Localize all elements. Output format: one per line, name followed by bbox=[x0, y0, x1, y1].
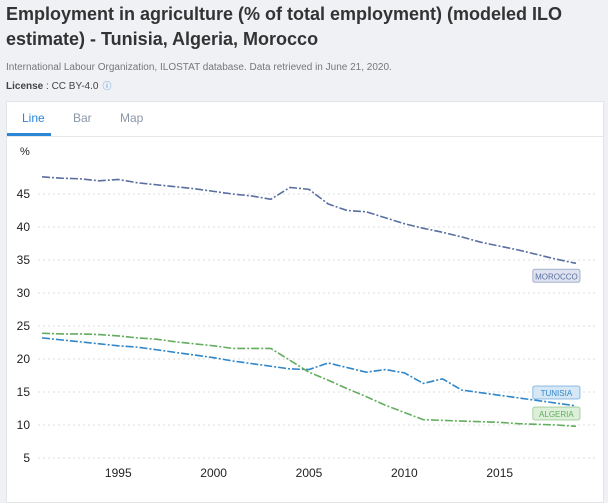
license: License : CC BY-4.0 ⓘ bbox=[6, 79, 111, 92]
y-tick-label: 25 bbox=[17, 319, 31, 333]
y-tick-label: 40 bbox=[17, 220, 31, 234]
x-tick-label: 2010 bbox=[391, 466, 418, 480]
source-text: International Labour Organization, ILOST… bbox=[6, 62, 392, 73]
y-tick-label: 35 bbox=[17, 253, 31, 267]
x-tick-label: 1995 bbox=[105, 466, 132, 480]
license-value: : CC BY-4.0 bbox=[46, 81, 99, 92]
license-label: License bbox=[6, 81, 44, 92]
series-label-tunisia: TUNISIA bbox=[541, 389, 573, 398]
series-line-algeria[interactable] bbox=[41, 332, 577, 428]
y-tick-label: 20 bbox=[17, 352, 31, 366]
series-label-box bbox=[532, 385, 581, 400]
chart-card: Line Bar Map bbox=[6, 101, 604, 503]
series-label-algeria: ALGERIA bbox=[539, 410, 574, 419]
tab-line[interactable]: Line bbox=[22, 111, 45, 125]
x-tick-label: 2000 bbox=[200, 466, 227, 480]
x-tick-label: 2005 bbox=[296, 466, 323, 480]
series-line-tunisia[interactable] bbox=[41, 337, 577, 407]
series-label-morocco: MOROCCO bbox=[535, 272, 578, 281]
info-circle-icon[interactable]: ⓘ bbox=[102, 81, 112, 91]
series-line-morocco[interactable] bbox=[41, 176, 577, 265]
x-tick-label: 2015 bbox=[486, 466, 513, 480]
line-chart: % 5 10 15 20 25 30 35 40 45 1995 2000 2005 2010 2015 MO… bbox=[17, 146, 596, 480]
page-title: Employment in agriculture (% of total em… bbox=[6, 4, 563, 49]
series-label-box bbox=[532, 268, 581, 283]
tab-bar[interactable]: Bar bbox=[73, 111, 92, 125]
y-tick-label: 45 bbox=[17, 187, 31, 201]
y-tick-label: 30 bbox=[17, 286, 31, 300]
y-tick-label: 5 bbox=[23, 451, 30, 465]
y-tick-label: 15 bbox=[17, 385, 31, 399]
chart-tabs: Line Bar Map bbox=[7, 102, 603, 137]
y-axis-unit: % bbox=[20, 146, 30, 158]
tab-map[interactable]: Map bbox=[120, 111, 144, 125]
series-label-box bbox=[532, 406, 581, 421]
active-tab-indicator bbox=[7, 133, 51, 136]
y-tick-label: 10 bbox=[17, 418, 31, 432]
